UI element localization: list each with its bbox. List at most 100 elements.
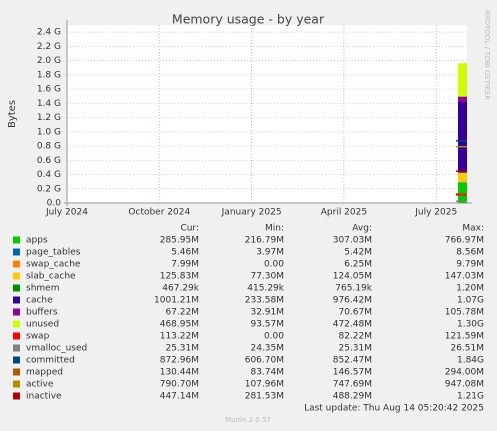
y-tick-label: 2.0 G [37, 56, 61, 66]
area-segment [458, 181, 467, 183]
legend-swatch [13, 344, 20, 352]
legend-stat: 147.03M [445, 272, 484, 282]
y-tick-label: 1.2 G [37, 113, 61, 123]
legend-label: active [26, 380, 54, 390]
x-tick-label: July 2024 [45, 208, 88, 218]
legend-label: unused [26, 320, 59, 330]
side-note: RRDTOOL / TOBI OETIKER [483, 10, 491, 100]
y-tick-label: 1.4 G [37, 99, 61, 109]
legend-stat: 83.74M [250, 368, 284, 378]
legend-stat: 468.95M [160, 320, 199, 330]
legend-stat: 281.53M [245, 392, 284, 402]
legend-label: mapped [26, 368, 63, 378]
legend-stat: 5.46M [171, 248, 199, 258]
legend-stat: 77.30M [250, 272, 284, 282]
footer: Munin 2.0.57 [225, 416, 271, 424]
legend-label: page_tables [26, 248, 81, 258]
area-segment [458, 101, 467, 173]
legend-stat: 765.19k [335, 284, 372, 294]
x-tick-label: July 2025 [414, 208, 457, 218]
legend-stat: 790.70M [160, 380, 199, 390]
legend-stat: 852.47M [333, 356, 372, 366]
legend-swatch [13, 284, 20, 292]
y-tick-label: 2.4 G [37, 28, 61, 38]
legend-label: vmalloc_used [26, 344, 87, 354]
legend-stat: 7.99M [171, 260, 199, 270]
legend-stat: 6.25M [344, 260, 372, 270]
legend-stat: 1001.21M [154, 296, 199, 306]
y-tick-label: 0.0 [47, 199, 62, 209]
legend-stat: 606.70M [245, 356, 284, 366]
legend-swatch [13, 248, 20, 256]
legend-swatch [13, 368, 20, 376]
legend-stat: 25.31M [165, 344, 199, 354]
legend-stat: 216.79M [245, 236, 284, 246]
legend-stat: 766.97M [445, 236, 484, 246]
legend-stat: 467.29k [162, 284, 199, 294]
legend-stat: 1.84G [457, 356, 484, 366]
legend-swatch [13, 332, 20, 340]
legend-stat: 947.08M [445, 380, 484, 390]
legend-label: apps [26, 236, 48, 246]
legend-header: Min: [265, 224, 284, 234]
legend-stat: 9.79M [456, 260, 484, 270]
legend-label: buffers [26, 308, 58, 318]
y-tick-label: 0.2 G [37, 184, 61, 194]
y-axis-label: Bytes [7, 100, 18, 128]
legend-header: Avg: [352, 224, 372, 234]
x-tick-label: October 2024 [128, 208, 190, 218]
legend-stat: 105.78M [445, 308, 484, 318]
legend-stat: 70.67M [338, 308, 372, 318]
legend-swatch [13, 296, 20, 304]
legend-stat: 130.44M [160, 368, 199, 378]
legend-stat: 1.07G [457, 296, 484, 306]
legend-stat: 25.31M [338, 344, 372, 354]
legend-label: swap_cache [26, 260, 81, 270]
legend-stat: 294.00M [445, 368, 484, 378]
legend-stat: 8.56M [456, 248, 484, 258]
area-segment [458, 63, 467, 97]
x-tick-label: January 2025 [221, 208, 282, 218]
area-segment [458, 182, 467, 203]
plot-area [67, 25, 467, 203]
y-tick-label: 1.0 G [37, 127, 61, 137]
legend-stat: 67.22M [165, 308, 199, 318]
legend-stat: 93.57M [250, 320, 284, 330]
legend-stat: 472.48M [333, 320, 372, 330]
area-segment [458, 96, 467, 102]
legend-stat: 1.20M [456, 284, 484, 294]
legend-stat: 82.22M [338, 332, 372, 342]
legend-stat: 107.96M [245, 380, 284, 390]
legend-stat: 872.96M [160, 356, 199, 366]
legend-stat: 5.42M [344, 248, 372, 258]
x-tick-label: April 2025 [321, 208, 367, 218]
area-segment [458, 172, 467, 182]
legend-stat: 1.30G [457, 320, 484, 330]
legend-stat: 307.03M [333, 236, 372, 246]
legend-stat: 233.58M [245, 296, 284, 306]
legend-stat: 113.22M [160, 332, 199, 342]
legend-swatch [13, 272, 20, 280]
y-tick-label: 1.8 G [37, 70, 61, 80]
legend-swatch [13, 236, 20, 244]
legend-stat: 1.21G [457, 392, 484, 402]
legend-swatch [13, 380, 20, 388]
legend-stat: 26.51M [450, 344, 484, 354]
y-tick-label: 0.8 G [37, 142, 61, 152]
legend-stat: 24.35M [250, 344, 284, 354]
legend-stat: 124.05M [333, 272, 372, 282]
legend-stat: 125.83M [160, 272, 199, 282]
legend-swatch [13, 308, 20, 316]
legend-stat: 32.91M [250, 308, 284, 318]
legend-stat: 747.69M [333, 380, 372, 390]
y-tick-label: 2.2 G [37, 42, 61, 52]
legend-label: shmem [26, 284, 59, 294]
chart-title: Memory usage - by year [172, 12, 325, 27]
legend-stat: 488.29M [333, 392, 372, 402]
y-tick-label: 0.4 G [37, 170, 61, 180]
y-tick-label: 1.6 G [37, 85, 61, 95]
legend-swatch [13, 260, 20, 268]
legend-swatch [13, 356, 20, 364]
